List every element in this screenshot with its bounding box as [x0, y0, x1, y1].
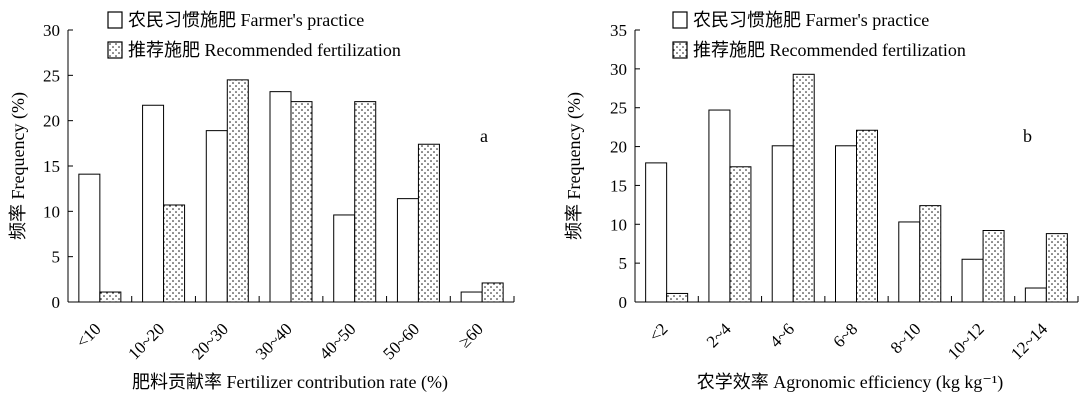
y-tick-label: 20 — [610, 138, 627, 157]
legend-swatch-recommended — [107, 41, 123, 59]
y-tick-label: 5 — [619, 254, 628, 273]
bar-farmers-practice — [269, 91, 292, 303]
y-tick-label: 35 — [610, 21, 627, 40]
legend-label: 农民习惯施肥 Farmer's practice — [693, 10, 929, 30]
bar-farmers-practice — [142, 104, 165, 303]
y-tick-label: 30 — [610, 60, 627, 79]
legend-label: 推荐施肥 Recommended fertilization — [693, 40, 966, 60]
x-tick-label: 10~20 — [124, 319, 168, 363]
x-tick-label: 40~50 — [316, 319, 360, 363]
bar-farmers-practice — [78, 173, 101, 303]
x-tick-label: 10~12 — [944, 319, 988, 363]
legend-swatch-farmers — [672, 11, 688, 29]
bar-farmers-practice — [205, 130, 228, 303]
legend-swatch-farmers — [107, 11, 123, 29]
bar-recommended-fertilization — [226, 79, 249, 303]
x-axis-title: 农学效率 Agronomic efficiency (kg kg⁻¹) — [697, 372, 1004, 393]
legend-swatch-recommended — [672, 41, 688, 59]
bar-farmers-practice — [835, 145, 857, 303]
x-tick-label: ≥60 — [455, 319, 487, 351]
x-tick-label: 20~30 — [188, 319, 232, 363]
bar-recommended-fertilization — [919, 205, 942, 303]
x-tick-label: <10 — [72, 319, 104, 351]
legend-label: 农民习惯施肥 Farmer's practice — [128, 10, 364, 30]
x-tick-label: 2~4 — [703, 319, 735, 351]
y-tick-label: 15 — [43, 157, 60, 176]
bar-recommended-fertilization — [1045, 233, 1068, 303]
bar-farmers-practice — [460, 291, 483, 303]
y-tick-label: 0 — [619, 293, 628, 312]
panel-label: b — [1023, 126, 1032, 146]
legend-label: 推荐施肥 Recommended fertilization — [128, 40, 401, 60]
bar-recommended-fertilization — [481, 282, 504, 303]
bar-farmers-practice — [396, 198, 419, 303]
bar-recommended-fertilization — [354, 101, 377, 303]
y-tick-label: 5 — [52, 248, 61, 267]
bar-farmers-practice — [771, 145, 794, 303]
y-axis-title: 频率 Frequency (%) — [564, 92, 585, 240]
bar-recommended-fertilization — [666, 292, 689, 303]
x-tick-label: 12~14 — [1007, 319, 1051, 363]
panel-label: a — [480, 126, 488, 146]
bar-farmers-practice — [333, 214, 356, 303]
bar-recommended-fertilization — [856, 129, 878, 303]
x-tick-label: 6~8 — [829, 319, 861, 351]
bar-farmers-practice — [645, 162, 668, 303]
bar-recommended-fertilization — [417, 143, 440, 303]
bar-recommended-fertilization — [290, 101, 313, 303]
bar-farmers-practice — [961, 258, 984, 303]
y-tick-label: 30 — [43, 21, 60, 40]
x-tick-label: 50~60 — [379, 319, 423, 363]
bar-farmers-practice — [708, 109, 731, 303]
bar-recommended-fertilization — [163, 204, 186, 303]
x-tick-label: 4~6 — [766, 319, 798, 351]
bar-farmers-practice — [898, 221, 921, 303]
y-tick-label: 25 — [43, 66, 60, 85]
y-tick-label: 15 — [610, 176, 627, 195]
y-axis-title: 频率 Frequency (%) — [8, 92, 29, 240]
x-tick-label: 30~40 — [252, 319, 296, 363]
x-axis-title: 肥料贡献率 Fertilizer contribution rate (%) — [132, 372, 448, 393]
y-tick-label: 25 — [610, 99, 627, 118]
y-tick-label: 10 — [43, 202, 60, 221]
bar-recommended-fertilization — [99, 291, 122, 303]
y-tick-label: 0 — [52, 293, 61, 312]
y-tick-label: 20 — [43, 112, 60, 131]
x-tick-label: 8~10 — [887, 319, 925, 357]
chart-panel-a: 0 5 10 15 20 25 30 <10 10~20 20~30 30~40 40~50 50~60… — [8, 10, 515, 393]
bar-recommended-fertilization — [729, 166, 752, 303]
bar-recommended-fertilization — [792, 73, 815, 303]
x-tick-label: <2 — [645, 319, 671, 345]
bar-recommended-fertilization — [982, 230, 1005, 303]
bar-farmers-practice — [1024, 287, 1047, 303]
y-tick-label: 10 — [610, 215, 627, 234]
